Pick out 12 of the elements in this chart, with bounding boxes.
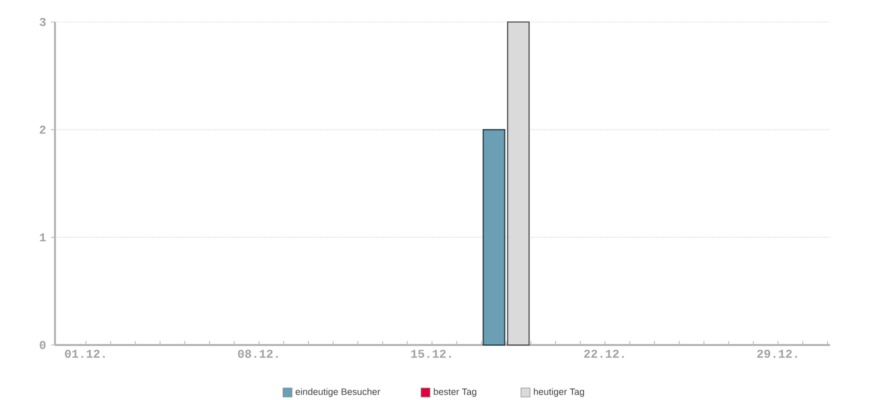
y-tick-label: 2 bbox=[40, 126, 46, 134]
x-tick-label: 01.12. bbox=[64, 350, 105, 358]
x-tick-label: 29.12. bbox=[757, 350, 797, 358]
y-tick-label: 0 bbox=[40, 340, 46, 350]
y-tick-label: 1 bbox=[40, 233, 46, 242]
x-tick-label: 08.12. bbox=[238, 350, 278, 358]
legend-label: bester Tag bbox=[434, 388, 476, 397]
y-tick-label: 3 bbox=[40, 18, 46, 26]
x-tick-label: 15.12. bbox=[411, 350, 451, 358]
legend-label: heutiger Tag bbox=[534, 388, 584, 397]
x-tick-label: 22.12. bbox=[584, 350, 624, 358]
legend-label: eindeutige Besucher bbox=[296, 388, 380, 397]
